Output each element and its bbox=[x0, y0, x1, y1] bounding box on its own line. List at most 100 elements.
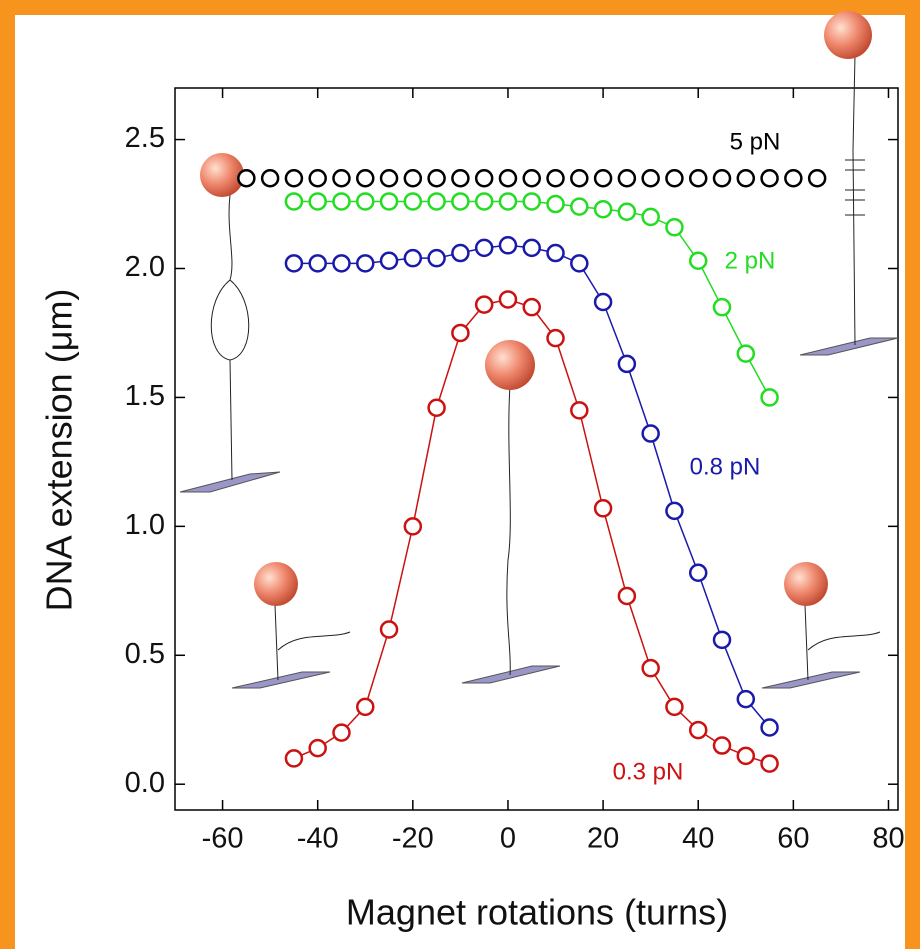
data-point bbox=[522, 169, 541, 188]
y-tick-label: 0.0 bbox=[125, 767, 165, 799]
data-point bbox=[379, 192, 399, 211]
x-tick-label: 0 bbox=[500, 823, 516, 855]
data-point bbox=[332, 254, 351, 273]
data-point bbox=[522, 192, 541, 211]
data-point bbox=[688, 169, 708, 188]
data-point bbox=[498, 169, 518, 188]
data-point bbox=[498, 290, 518, 309]
data-point bbox=[641, 658, 660, 678]
x-tick-label: -40 bbox=[297, 823, 339, 855]
data-point bbox=[284, 749, 304, 768]
data-point bbox=[451, 192, 470, 211]
data-point bbox=[379, 620, 399, 639]
y-axis-title: DNA extension (μm) bbox=[39, 289, 80, 612]
data-point bbox=[617, 202, 637, 222]
data-point bbox=[332, 723, 351, 742]
series-label: 2 pN bbox=[725, 247, 776, 274]
data-point bbox=[736, 689, 756, 709]
data-point bbox=[570, 169, 589, 188]
y-tick-label: 1.0 bbox=[125, 509, 165, 541]
data-point bbox=[403, 192, 423, 211]
x-tick-label: -20 bbox=[392, 823, 434, 855]
data-point bbox=[474, 169, 494, 188]
data-point bbox=[356, 192, 375, 211]
data-point bbox=[308, 738, 327, 758]
data-point bbox=[403, 169, 423, 188]
data-point bbox=[570, 197, 589, 216]
data-point bbox=[474, 192, 494, 211]
data-point bbox=[617, 354, 637, 374]
data-point bbox=[641, 169, 660, 188]
data-point bbox=[451, 169, 470, 188]
data-point bbox=[760, 718, 779, 737]
data-point bbox=[760, 388, 779, 407]
data-point bbox=[546, 194, 565, 214]
data-point bbox=[308, 169, 327, 188]
data-point bbox=[356, 697, 375, 717]
data-point bbox=[712, 169, 732, 188]
data-point bbox=[474, 238, 494, 258]
data-point bbox=[522, 238, 541, 258]
data-point bbox=[665, 501, 684, 521]
series-label: 5 pN bbox=[730, 128, 781, 155]
data-point bbox=[593, 199, 613, 219]
data-point bbox=[665, 217, 684, 237]
data-point bbox=[403, 517, 423, 536]
data-point bbox=[332, 192, 351, 211]
x-tick-label: 20 bbox=[587, 823, 619, 855]
data-point bbox=[498, 236, 518, 255]
data-point bbox=[617, 586, 637, 606]
data-point bbox=[641, 424, 660, 443]
data-point bbox=[760, 754, 779, 773]
data-point bbox=[260, 169, 280, 188]
y-tick-label: 1.5 bbox=[125, 380, 165, 412]
data-point bbox=[546, 243, 565, 263]
data-point bbox=[570, 401, 589, 420]
data-point bbox=[451, 323, 470, 343]
data-point bbox=[284, 254, 304, 273]
data-point bbox=[688, 563, 708, 583]
data-point bbox=[736, 746, 756, 766]
data-point bbox=[237, 169, 256, 188]
x-tick-label: 60 bbox=[777, 823, 809, 855]
data-point bbox=[427, 398, 446, 417]
x-axis-title: Magnet rotations (turns) bbox=[346, 892, 728, 933]
y-tick-label: 2.0 bbox=[125, 251, 165, 283]
data-point bbox=[593, 499, 613, 518]
y-tick-label: 0.5 bbox=[125, 638, 165, 670]
data-point bbox=[736, 169, 756, 188]
data-point bbox=[379, 251, 399, 271]
data-point bbox=[736, 344, 756, 363]
x-tick-label: -60 bbox=[202, 823, 244, 855]
data-point bbox=[688, 720, 708, 740]
data-point bbox=[712, 630, 732, 650]
data-point bbox=[688, 251, 708, 271]
series-label: 0.8 pN bbox=[690, 453, 761, 480]
data-point bbox=[427, 248, 446, 268]
x-tick-label: 80 bbox=[872, 823, 904, 855]
data-point bbox=[284, 169, 304, 188]
data-point bbox=[332, 169, 351, 188]
data-point bbox=[308, 254, 327, 273]
data-point bbox=[284, 192, 304, 211]
data-point bbox=[807, 169, 827, 188]
data-point bbox=[498, 192, 518, 211]
series-label: 0.3 pN bbox=[613, 758, 684, 785]
data-point bbox=[570, 254, 589, 273]
data-point bbox=[617, 169, 637, 188]
data-point bbox=[760, 169, 779, 188]
data-point bbox=[546, 328, 565, 348]
data-point bbox=[356, 254, 375, 273]
data-point bbox=[427, 192, 446, 211]
data-point bbox=[593, 292, 613, 312]
data-point bbox=[403, 248, 423, 268]
plot-frame bbox=[174, 87, 899, 811]
data-point bbox=[641, 207, 660, 227]
data-point bbox=[474, 295, 494, 314]
data-point bbox=[546, 169, 565, 188]
data-point bbox=[665, 169, 684, 188]
data-point bbox=[712, 297, 732, 317]
data-point bbox=[593, 169, 613, 188]
data-point bbox=[665, 697, 684, 717]
